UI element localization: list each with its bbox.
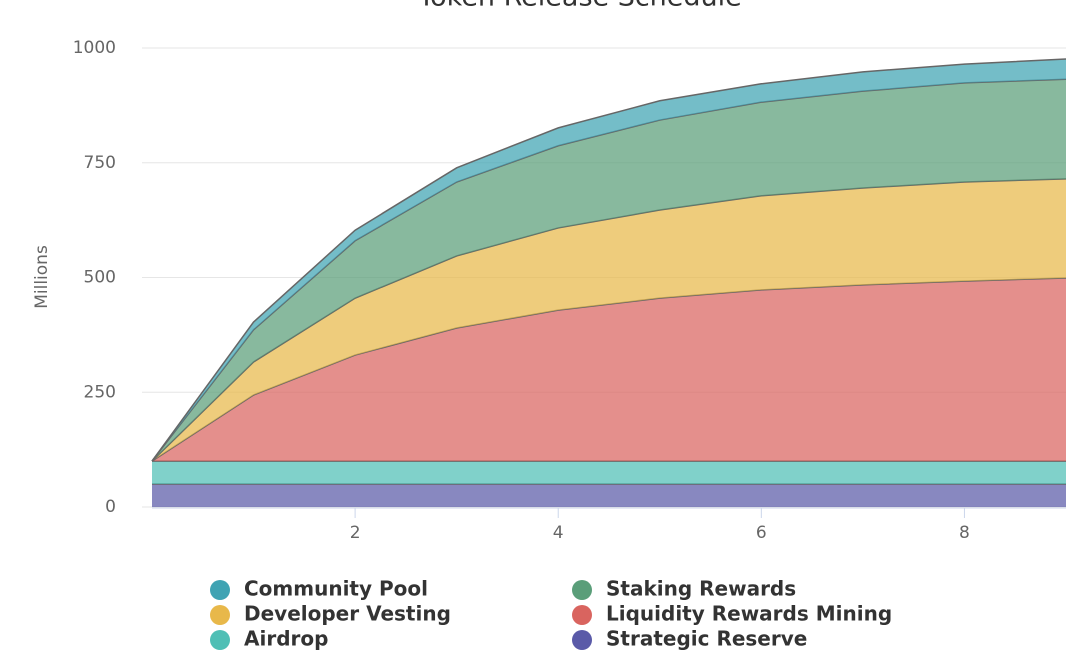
legend-marker xyxy=(572,630,592,650)
area xyxy=(152,178,1066,462)
legend-label: Strategic Reserve xyxy=(606,627,807,650)
legend-marker xyxy=(572,605,592,625)
legend-marker xyxy=(210,580,230,600)
y-tick-label: 0 xyxy=(105,497,116,517)
area xyxy=(152,79,1066,462)
area-edge xyxy=(151,58,1067,462)
area xyxy=(152,484,1066,507)
legend-marker xyxy=(572,580,592,600)
legend-label: Staking Rewards xyxy=(606,577,796,601)
x-tick-label: 8 xyxy=(959,523,970,543)
legend-marker xyxy=(210,630,230,650)
x-tick-label: 6 xyxy=(756,523,767,543)
legend-label: Developer Vesting xyxy=(244,602,451,626)
chart-title: Token Release Schedule xyxy=(417,0,742,13)
x-tick-label: 4 xyxy=(553,523,564,543)
x-tick-label: 2 xyxy=(350,523,361,543)
area xyxy=(152,461,1066,485)
y-axis-label: Millions xyxy=(32,245,52,309)
y-tick-label: 750 xyxy=(84,153,116,173)
legend-marker xyxy=(210,605,230,625)
legend-label: Community Pool xyxy=(244,577,428,601)
legend-label: Liquidity Rewards Mining xyxy=(606,602,892,626)
y-tick-label: 1000 xyxy=(73,38,116,58)
y-tick-label: 500 xyxy=(84,268,116,288)
legend-label: Airdrop xyxy=(244,627,328,650)
area xyxy=(152,277,1066,462)
y-tick-label: 250 xyxy=(84,382,116,402)
